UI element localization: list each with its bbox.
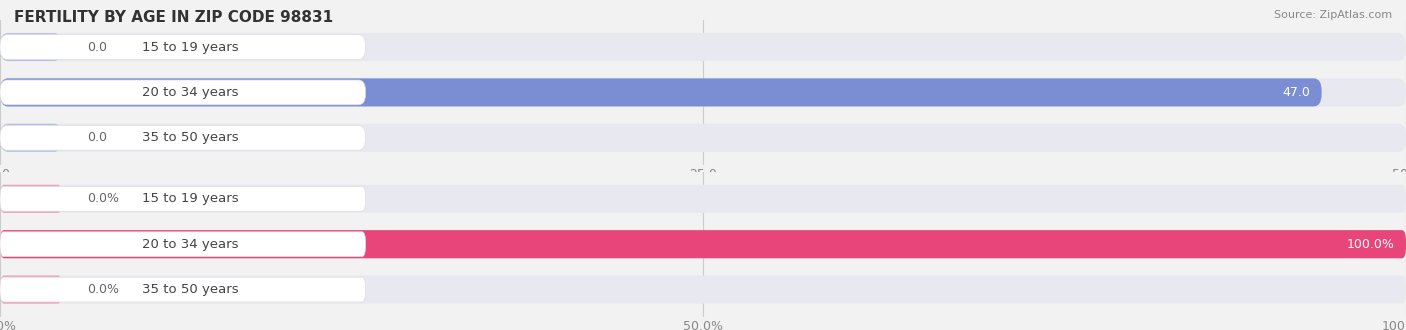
FancyBboxPatch shape <box>0 185 62 213</box>
Text: 0.0: 0.0 <box>87 131 107 144</box>
FancyBboxPatch shape <box>0 186 366 211</box>
FancyBboxPatch shape <box>0 78 1406 107</box>
Text: 0.0%: 0.0% <box>87 283 120 296</box>
FancyBboxPatch shape <box>0 232 366 257</box>
FancyBboxPatch shape <box>0 80 366 105</box>
FancyBboxPatch shape <box>0 277 366 302</box>
FancyBboxPatch shape <box>0 124 1406 152</box>
Text: 100.0%: 100.0% <box>1347 238 1395 251</box>
FancyBboxPatch shape <box>0 230 1406 258</box>
Text: 15 to 19 years: 15 to 19 years <box>142 41 239 53</box>
Text: 20 to 34 years: 20 to 34 years <box>142 86 239 99</box>
Text: FERTILITY BY AGE IN ZIP CODE 98831: FERTILITY BY AGE IN ZIP CODE 98831 <box>14 10 333 25</box>
Text: 0.0: 0.0 <box>87 41 107 53</box>
Text: Source: ZipAtlas.com: Source: ZipAtlas.com <box>1274 10 1392 20</box>
Text: 47.0: 47.0 <box>1282 86 1310 99</box>
Text: 20 to 34 years: 20 to 34 years <box>142 238 239 251</box>
FancyBboxPatch shape <box>0 78 1322 107</box>
Text: 35 to 50 years: 35 to 50 years <box>142 283 239 296</box>
FancyBboxPatch shape <box>0 33 62 61</box>
FancyBboxPatch shape <box>0 125 366 150</box>
FancyBboxPatch shape <box>0 276 1406 304</box>
Text: 35 to 50 years: 35 to 50 years <box>142 131 239 144</box>
FancyBboxPatch shape <box>0 124 62 152</box>
FancyBboxPatch shape <box>0 185 1406 213</box>
FancyBboxPatch shape <box>0 276 62 304</box>
FancyBboxPatch shape <box>0 33 1406 61</box>
FancyBboxPatch shape <box>0 35 366 59</box>
FancyBboxPatch shape <box>0 230 1406 258</box>
Text: 15 to 19 years: 15 to 19 years <box>142 192 239 205</box>
Text: 0.0%: 0.0% <box>87 192 120 205</box>
